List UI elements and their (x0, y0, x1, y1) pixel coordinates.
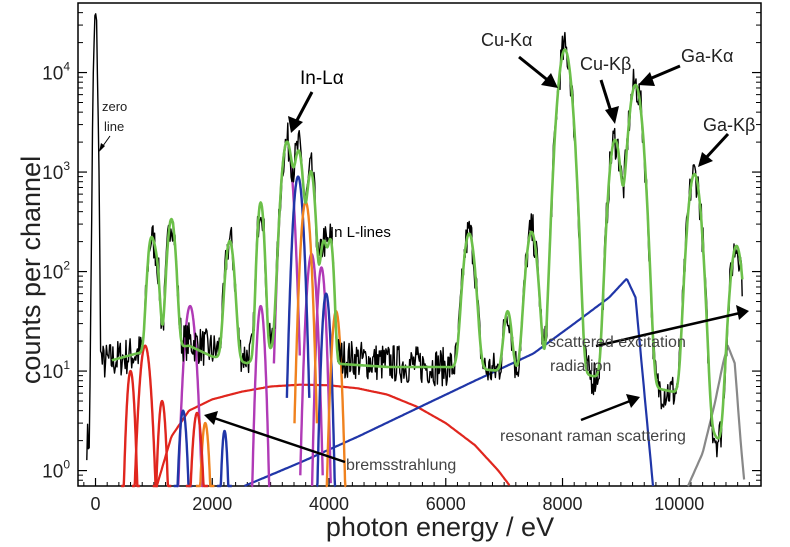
brems-label: bremsstrahlung (346, 457, 456, 474)
series-peak (285, 175, 311, 398)
zero-line-label-1: zero (102, 99, 127, 114)
ga-kb-label: Ga-Kβ (703, 115, 755, 135)
x-tick-label: 0 (91, 494, 101, 514)
cu-ka-label: Cu-Kα (481, 30, 532, 50)
resonant-arrow (580, 399, 631, 422)
series-peak (216, 429, 233, 488)
ga-ka-arrowhead (638, 72, 655, 86)
series-peak (185, 411, 210, 488)
series-peak (250, 304, 271, 488)
scattered-arrowhead (736, 305, 749, 320)
y-tick-label: 104 (42, 60, 70, 85)
scattered-label-1: scattered excitation (548, 334, 686, 351)
resonant-label: resonant raman scattering (500, 428, 686, 445)
series-peak (195, 421, 216, 488)
x-tick-label: 10000 (654, 494, 704, 514)
x-tick-label: 8000 (542, 494, 582, 514)
cu-ka-arrowhead (541, 73, 558, 88)
brems-arrow (213, 416, 346, 464)
ga-ka-arrow (646, 64, 681, 82)
cu-kb-arrowhead (605, 106, 619, 124)
y-axis-title: counts per channel (16, 156, 46, 384)
x-axis-title: photon energy / eV (326, 512, 554, 542)
in-l-lines-label: In L-lines (330, 224, 391, 241)
series-line (111, 48, 744, 440)
x-tick-label: 4000 (309, 494, 349, 514)
cu-kb-label: Cu-Kβ (580, 54, 631, 74)
ga-kb-arrow (702, 132, 730, 162)
y-tick-label: 100 (42, 458, 70, 483)
resonant-arrowhead (626, 394, 640, 408)
series-peak (315, 292, 337, 488)
zero-line-label-2: line (104, 119, 124, 134)
in-la-label: In-Lα (300, 68, 344, 89)
ga-ka-label: Ga-Kα (681, 46, 733, 66)
scattered-arrow (595, 311, 741, 348)
brems-arrowhead (204, 411, 218, 425)
y-tick-label: 102 (42, 259, 70, 284)
ga-kb-arrowhead (698, 152, 713, 167)
in-la-arrowhead (288, 116, 303, 133)
scattered-label-2: radiation (550, 358, 611, 375)
zero-line-arrowhead (99, 143, 105, 152)
series-peak (151, 399, 173, 488)
x-tick-label: 2000 (192, 494, 232, 514)
y-tick-label: 101 (42, 358, 70, 383)
series-line (687, 344, 746, 487)
y-tick-label: 103 (42, 159, 70, 184)
x-tick-label: 6000 (426, 494, 466, 514)
series-peak (131, 344, 159, 488)
series-peak (176, 304, 204, 488)
series-line (86, 13, 743, 461)
cu-ka-arrow (518, 55, 551, 84)
in-la-arrow (293, 91, 314, 125)
